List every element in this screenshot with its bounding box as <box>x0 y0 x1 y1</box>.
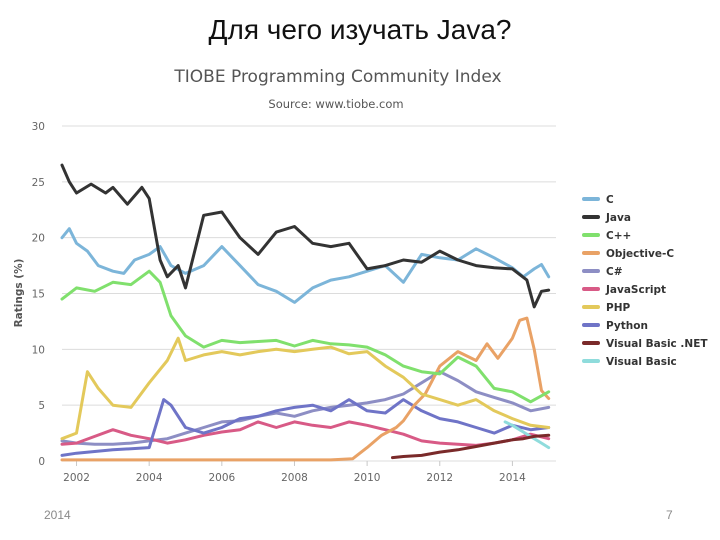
series-line-visual-basic-net <box>391 433 551 460</box>
footer-year: 2014 <box>44 508 71 522</box>
legend-label-javascript: JavaScript <box>605 284 666 296</box>
series-line-c <box>60 269 551 404</box>
y-tick-10: 10 <box>32 344 45 356</box>
legend-label-java: Java <box>605 212 631 224</box>
legend-label-visual-basic-net: Visual Basic .NET <box>606 338 708 350</box>
x-tick-2006: 2006 <box>208 472 235 484</box>
legend-label-objective-c: Objective-C <box>606 248 674 260</box>
y-tick-0: 0 <box>38 456 45 468</box>
legend-label-c: C <box>606 194 614 206</box>
x-tick-2008: 2008 <box>281 472 308 484</box>
page-number: 7 <box>666 508 673 522</box>
y-tick-15: 15 <box>32 289 45 301</box>
series-line-objective-c <box>60 316 551 462</box>
x-ticks: 2002 2004 2006 2008 2010 2012 2014 <box>63 461 526 484</box>
x-tick-2004: 2004 <box>136 472 163 484</box>
series-line-javascript <box>60 420 551 447</box>
y-tick-5: 5 <box>38 400 45 412</box>
legend-label-c: C# <box>606 266 623 278</box>
y-tick-25: 25 <box>32 177 45 189</box>
series-lines <box>60 163 551 462</box>
x-tick-2014: 2014 <box>499 472 526 484</box>
legend-label-php: PHP <box>606 302 630 314</box>
x-tick-2012: 2012 <box>426 472 453 484</box>
legend: C Java C++ Objective-C C# JavaScript PHP Python… <box>582 194 708 368</box>
legend-label-c: C++ <box>606 230 631 242</box>
series-line-php <box>60 336 551 441</box>
series-line-java <box>60 163 551 309</box>
chart-title: TIOBE Programming Community Index <box>173 67 501 87</box>
chart-subtitle: Source: www.tiobe.com <box>268 97 403 111</box>
y-ticks: 0 5 10 15 20 25 30 <box>32 121 45 468</box>
series-line-c <box>60 370 551 446</box>
series-line-c <box>60 227 551 304</box>
series-line-python <box>60 398 551 457</box>
y-tick-30: 30 <box>32 121 45 133</box>
slide-title: Для чего изучать Java? <box>208 14 512 45</box>
series-line-visual-basic <box>503 420 551 450</box>
x-tick-2010: 2010 <box>354 472 381 484</box>
x-tick-2002: 2002 <box>63 472 90 484</box>
legend-label-python: Python <box>606 320 648 332</box>
legend-label-visual-basic: Visual Basic <box>606 356 677 368</box>
y-tick-20: 20 <box>32 233 45 245</box>
y-axis-label: Ratings (%) <box>13 259 25 328</box>
